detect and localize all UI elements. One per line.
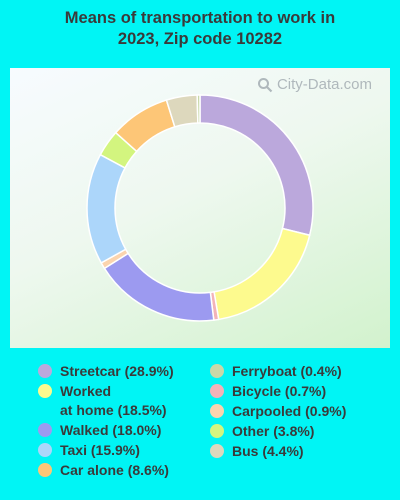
- legend-item-worked-at-home: Worked at home (18.5%): [38, 382, 174, 421]
- legend-swatch-carpooled: [210, 404, 224, 418]
- watermark: City-Data.com: [257, 76, 372, 93]
- legend-label-ferryboat: Ferryboat (0.4%): [232, 363, 342, 379]
- donut-slice-taxi: [86, 153, 127, 264]
- legend-label-other: Other (3.8%): [232, 423, 315, 439]
- legend-swatch-worked-at-home: [38, 384, 52, 398]
- legend-item-carpooled: Carpooled (0.9%): [210, 402, 346, 422]
- donut-slice-streetcar: [199, 94, 314, 237]
- legend-label-walked: Walked (18.0%): [60, 422, 162, 438]
- magnifier-icon: [257, 77, 273, 92]
- legend-label-carpooled: Carpooled (0.9%): [232, 403, 347, 419]
- legend-item-car-alone: Car alone (8.6%): [38, 461, 174, 481]
- donut-slice-walked: [103, 252, 215, 322]
- donut-chart: [86, 94, 314, 322]
- watermark-text: City-Data.com: [276, 76, 372, 93]
- legend-item-ferryboat: Ferryboat (0.4%): [210, 362, 346, 382]
- chart-title-line-2: 2023, Zip code 10282: [117, 30, 283, 48]
- legend-item-streetcar: Streetcar (28.9%): [38, 362, 174, 382]
- legend-label-bicycle: Bicycle (0.7%): [232, 383, 327, 399]
- legend-swatch-bicycle: [210, 384, 224, 398]
- legend-item-taxi: Taxi (15.9%): [38, 441, 174, 461]
- plot-area: City-Data.com: [10, 68, 390, 348]
- legend-item-bicycle: Bicycle (0.7%): [210, 382, 346, 402]
- legend-swatch-bus: [210, 444, 224, 458]
- legend-label-taxi: Taxi (15.9%): [60, 442, 140, 458]
- legend-item-other: Other (3.8%): [210, 422, 346, 442]
- legend-swatch-walked: [38, 423, 52, 437]
- legend-swatch-other: [210, 424, 224, 438]
- legend-column-right: Ferryboat (0.4%) Bicycle (0.7%) Carpooled …: [210, 362, 346, 462]
- legend-label-streetcar: Streetcar (28.9%): [60, 363, 174, 379]
- donut-slice-worked-at-home: [213, 227, 311, 321]
- legend-column-left: Streetcar (28.9%) Worked at home (18.5%) W…: [38, 362, 174, 481]
- legend-swatch-taxi: [38, 443, 52, 457]
- chart-title-line-1: Means of transportation to work in: [64, 9, 336, 27]
- legend-item-walked: Walked (18.0%): [38, 421, 174, 441]
- legend-item-bus: Bus (4.4%): [210, 442, 346, 462]
- legend-label-car-alone: Car alone (8.6%): [60, 462, 169, 478]
- legend-swatch-streetcar: [38, 364, 52, 378]
- chart-title: Means of transportation to work in 2023,…: [0, 8, 400, 50]
- legend-swatch-ferryboat: [210, 364, 224, 378]
- legend-swatch-car-alone: [38, 463, 52, 477]
- legend-label-worked-at-home: Worked at home (18.5%): [60, 383, 167, 418]
- donut-slice-ferryboat: [196, 94, 201, 124]
- legend-label-bus: Bus (4.4%): [232, 443, 304, 459]
